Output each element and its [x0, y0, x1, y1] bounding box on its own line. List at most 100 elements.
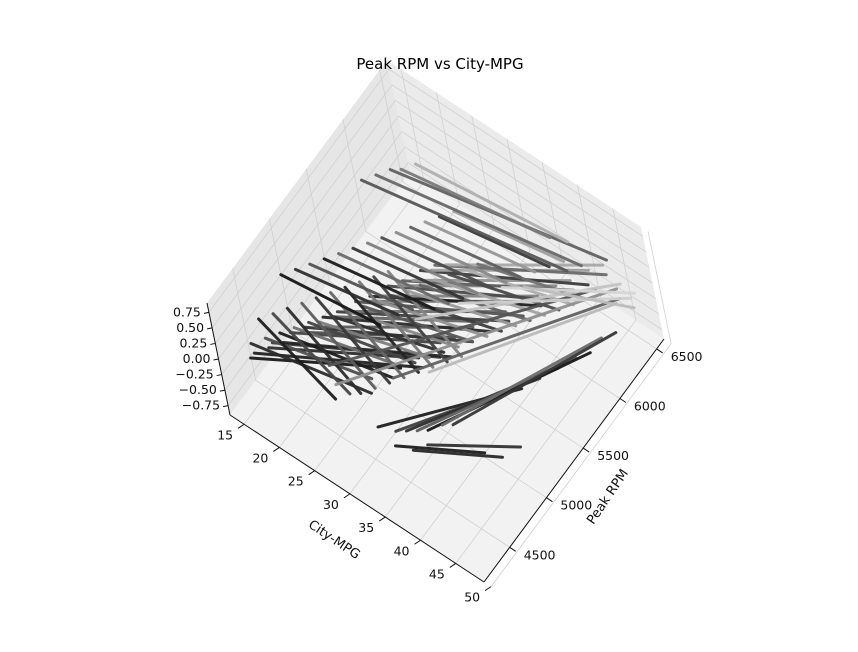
floor-pane — [230, 172, 664, 582]
x-tick-label: 20 — [252, 451, 268, 466]
z-tick-mark — [222, 405, 229, 408]
x-tick-mark — [237, 423, 245, 429]
series-line — [411, 448, 504, 459]
series-line — [374, 173, 583, 268]
x-tick-mark — [343, 493, 351, 499]
series-line — [308, 262, 414, 312]
axis-lines — [203, 302, 665, 592]
z-tick-mark — [213, 358, 219, 361]
x-tick-mark — [449, 563, 457, 568]
z-tick-mark — [207, 327, 213, 330]
series-line — [334, 287, 619, 387]
y-tick-mark — [582, 447, 590, 453]
x-tick-label: 30 — [323, 497, 339, 512]
grid-line-x — [490, 231, 672, 587]
chart-title: Peak RPM vs City-MPG — [356, 55, 523, 73]
x-tick-label: 15 — [217, 427, 233, 442]
series-line — [413, 162, 569, 244]
series-line — [307, 320, 417, 365]
series-line — [394, 231, 508, 284]
series-line — [380, 236, 494, 290]
series-line — [332, 315, 446, 354]
series-line — [418, 269, 590, 287]
x-tick-mark — [378, 516, 386, 522]
series-line — [351, 246, 465, 300]
series-line — [394, 444, 487, 455]
tick-labels: 15 20 25 30 35 40 45 50 4500 5000 5500 6000 6500 0.75… — [173, 304, 703, 604]
x-tick-label: 50 — [464, 590, 480, 605]
grid-line-z — [211, 84, 647, 329]
series-line — [357, 280, 435, 369]
series-line — [386, 270, 464, 359]
grid-line-z — [224, 146, 660, 391]
z-tick-label: 0.00 — [183, 351, 211, 366]
grid-line-z — [214, 99, 650, 344]
y-tick-label: 4500 — [524, 547, 556, 562]
y-tick-mark — [656, 348, 663, 354]
grid-line-z — [221, 131, 656, 375]
x-tick-mark — [308, 470, 315, 476]
z-tick-mark — [210, 342, 216, 345]
x-tick-label: 35 — [358, 520, 374, 535]
series-line — [322, 257, 436, 311]
series-line — [293, 267, 400, 317]
grid-line-x — [349, 138, 531, 495]
series-line — [337, 252, 450, 306]
z-tick-label: −0.50 — [179, 382, 217, 397]
series-line — [427, 302, 618, 374]
series-line — [279, 273, 382, 327]
x-tick-mark — [414, 539, 421, 545]
z-tick-label: −0.75 — [182, 398, 220, 413]
y-tick-label: 6000 — [634, 399, 666, 414]
z-tick-mark — [203, 311, 210, 314]
y-tick-label: 6500 — [671, 349, 703, 364]
y-tick-mark — [509, 546, 516, 552]
series-line — [317, 320, 431, 360]
x-tick-label: 40 — [394, 543, 410, 558]
x-tick-mark — [273, 447, 280, 452]
grid-line-y — [232, 268, 510, 548]
x-tick-mark — [484, 586, 492, 592]
grid-line-z — [218, 115, 653, 360]
series-line — [343, 285, 420, 374]
x-tick-label: 45 — [429, 566, 445, 581]
series-line — [399, 167, 552, 240]
y-tick-label: 5500 — [597, 448, 629, 463]
z-tick-label: 0.50 — [176, 320, 204, 335]
z-tick-label: −0.25 — [175, 367, 213, 382]
series-line — [433, 263, 608, 277]
series-line — [426, 443, 522, 449]
series-line — [451, 331, 618, 427]
grid-line-x — [455, 208, 637, 564]
series-line — [372, 275, 449, 364]
series-line — [314, 296, 392, 385]
grid-line-y — [342, 119, 621, 399]
y-tick-label: 5000 — [560, 498, 592, 513]
series-line — [327, 288, 597, 367]
series-line — [437, 215, 551, 269]
x-axis-label: City-MPG — [305, 517, 362, 562]
series-line — [440, 336, 603, 427]
series-line — [423, 220, 537, 274]
series-line — [522, 285, 636, 310]
series-line — [365, 241, 479, 295]
z-tick-label: 0.25 — [179, 335, 207, 350]
y-tick-mark — [546, 497, 553, 503]
y-axis-line — [483, 338, 665, 583]
z-tick-mark — [219, 389, 225, 392]
series-line — [409, 225, 522, 279]
x-axis-line — [229, 414, 485, 583]
series-line — [361, 304, 475, 344]
grid-line-x — [420, 185, 601, 541]
series-line — [391, 297, 622, 380]
grid-line-y — [269, 218, 547, 499]
series-group — [249, 162, 636, 459]
z-tick-mark — [216, 374, 222, 377]
z-tick-label: 0.75 — [173, 304, 201, 319]
grid-line-z — [208, 68, 644, 313]
series-line — [360, 178, 569, 273]
grid-line-x — [384, 162, 566, 518]
series-line — [452, 209, 566, 263]
x-tick-label: 25 — [288, 474, 304, 489]
